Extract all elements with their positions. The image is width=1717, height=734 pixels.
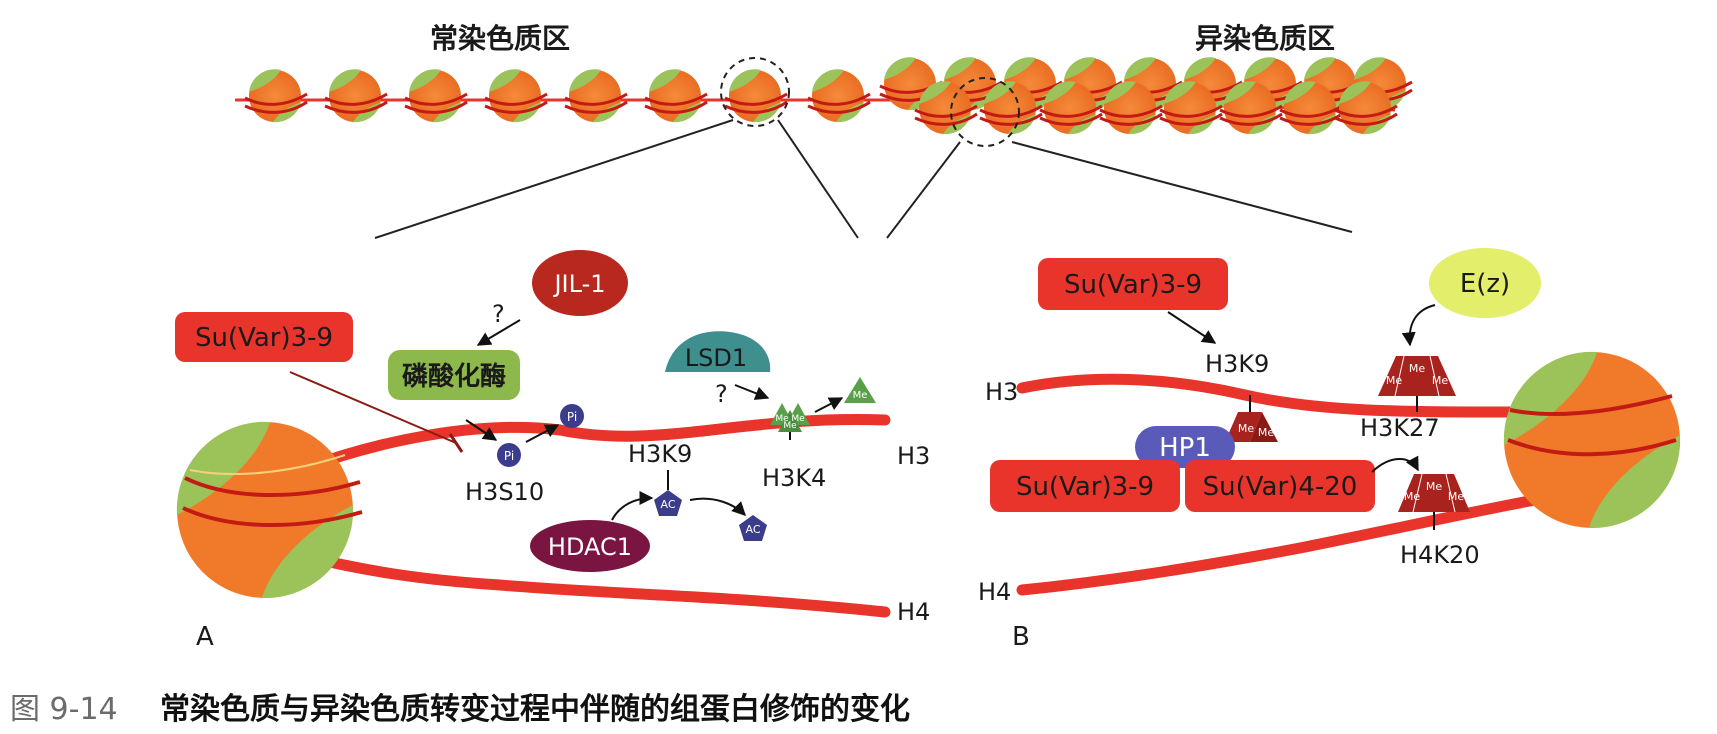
suvar39-label-b-low: Su(Var)3-9: [1016, 472, 1154, 502]
arrow-jil1-kinase: [476, 319, 521, 346]
svg-text:Me: Me: [1258, 426, 1274, 439]
arrow-ez-h3k27: [1401, 304, 1436, 347]
heterochromatin-label: 异染色质区: [1195, 22, 1335, 55]
arrow-hdac1-ac: [611, 491, 654, 521]
suvar39-label-b-top: Su(Var)3-9: [1064, 270, 1202, 300]
euchromatin-nucleosomes: [243, 67, 872, 124]
h3k9-label-a: H3K9: [628, 440, 692, 468]
me-group-h4k20: Me Me Me: [1398, 473, 1470, 513]
jil1-label: JIL-1: [552, 270, 605, 298]
kinase-box: [388, 350, 520, 400]
euchromatin-label: 常染色质区: [430, 22, 570, 55]
svg-text:Me: Me: [1426, 480, 1442, 493]
pi-bound: [497, 443, 521, 467]
hp1-label: HP1: [1159, 433, 1211, 463]
suvar39-label-a: Su(Var)3-9: [195, 323, 333, 353]
suvar39-box-b-top: [1038, 258, 1228, 310]
kinase-label: 磷酸化酶: [402, 362, 506, 392]
svg-text:Me: Me: [1432, 374, 1448, 387]
svg-text:Me: Me: [783, 421, 797, 431]
svg-text:Me: Me: [775, 414, 789, 424]
figure-number: 图 9-14: [10, 692, 118, 727]
lsd1-label: LSD1: [685, 344, 747, 372]
suvar39-box-b-low: [990, 460, 1180, 512]
inhibit-bar: [448, 433, 464, 453]
suvar420-label: Su(Var)4-20: [1203, 472, 1358, 502]
figure-caption: 常染色质与异染色质转变过程中伴随的组蛋白修饰的变化: [160, 692, 910, 727]
svg-text:Me: Me: [1386, 374, 1402, 387]
zoom-circle-euchromatin: [720, 57, 790, 127]
svg-text:Me: Me: [1238, 422, 1254, 435]
h3k4-label: H3K4: [762, 464, 826, 492]
svg-text:Me: Me: [1404, 490, 1420, 503]
h3-label-b: H3: [985, 378, 1018, 406]
svg-text:Me: Me: [1448, 490, 1464, 503]
h4k20-label: H4K20: [1400, 541, 1480, 569]
me-group-h3k4: Me Me Me: [770, 403, 810, 440]
hdac1-enzyme: [530, 520, 650, 572]
ac-bound: [654, 490, 682, 516]
heterochromatin-nucleosomes: [878, 55, 1414, 136]
arrow-me-release: [814, 397, 844, 413]
h4-label-a: H4: [897, 598, 930, 626]
suvar420-box: [1185, 460, 1375, 512]
suvar39-box-a: [175, 312, 353, 362]
hp1-box: [1135, 426, 1235, 468]
h4-label-b: H4: [978, 578, 1011, 606]
svg-text:Me: Me: [1409, 362, 1425, 375]
h4-strand-b: [1016, 494, 1541, 596]
ac-label-bound: AC: [660, 498, 675, 511]
arrow-pi-release: [525, 424, 560, 443]
arrow-lsd1-me: [734, 384, 770, 400]
me-group-h3k27: Me Me Me: [1378, 355, 1456, 397]
h3s10-label: H3S10: [465, 478, 544, 506]
h4-strand-a: [294, 549, 891, 618]
ac-free: [739, 515, 767, 541]
lsd1-enzyme: [665, 331, 771, 372]
hdac1-label: HDAC1: [548, 533, 632, 561]
ez-enzyme: [1429, 248, 1541, 318]
panel-a-letter: A: [196, 622, 214, 652]
svg-text:Me: Me: [791, 414, 805, 424]
ez-label: E(z): [1460, 269, 1510, 299]
zoom-lines: [374, 119, 1353, 239]
pi-label-free: Pi: [567, 410, 577, 424]
arrow-ac-release: [689, 497, 746, 516]
question-mark-1: ?: [492, 300, 505, 328]
me-group-h3k9: Me Me: [1225, 412, 1278, 442]
arrow-suvar39-h3k9: [1167, 311, 1217, 344]
nucleosome-b: [1503, 351, 1681, 529]
pi-free: [560, 404, 584, 428]
panel-b-letter: B: [1012, 622, 1030, 652]
jil1-enzyme: [532, 250, 628, 316]
zoom-circle-heterochromatin: [950, 77, 1020, 147]
arrow-suvar420-h4k20: [1371, 455, 1419, 473]
inhibit-line: [289, 371, 457, 444]
h3-strand-b: [1016, 373, 1526, 418]
ac-label-free: AC: [745, 523, 760, 536]
h3k9-label-b: H3K9: [1205, 350, 1269, 378]
nucleosome-a: [176, 421, 363, 599]
me-free-label: Me: [853, 390, 868, 401]
pi-label-bound: Pi: [504, 449, 514, 463]
question-mark-2: ?: [715, 380, 728, 408]
arrow-kinase-pi: [465, 419, 498, 441]
h3-label-a: H3: [897, 442, 930, 470]
me-free: [844, 377, 876, 403]
h3-strand-a: [294, 414, 891, 476]
h3k27-label: H3K27: [1360, 414, 1440, 442]
